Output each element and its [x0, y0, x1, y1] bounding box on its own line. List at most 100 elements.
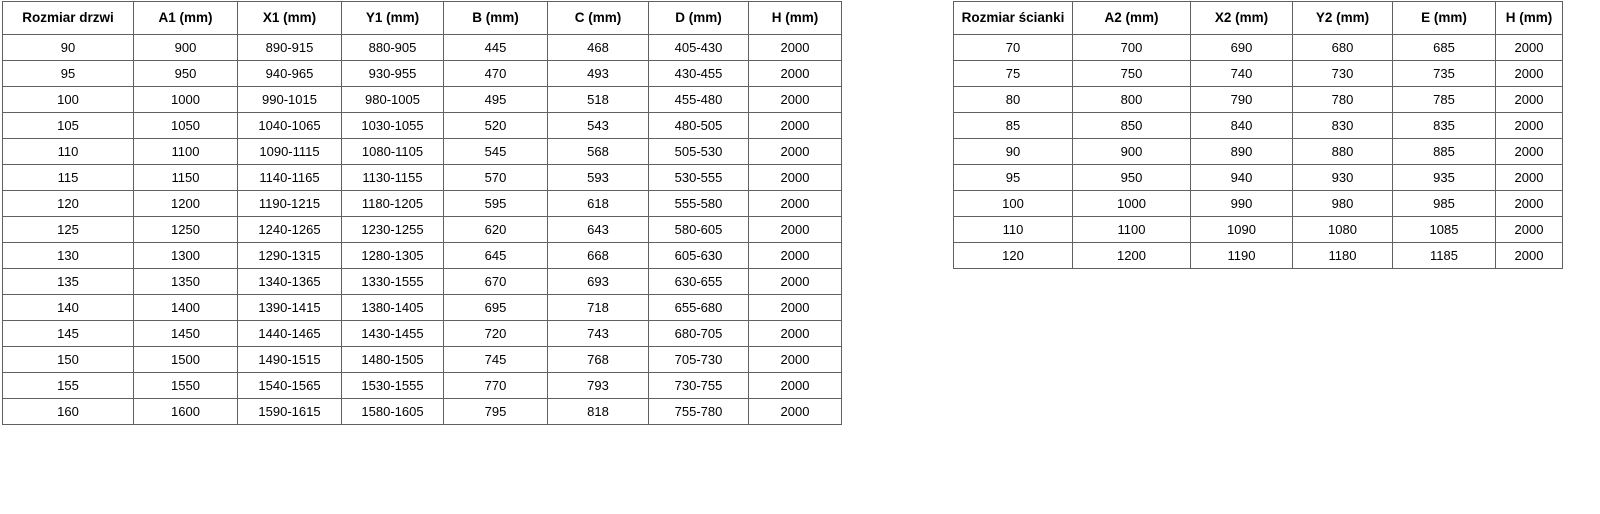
table-cell: 2000: [748, 86, 842, 113]
table-cell: 990: [1190, 190, 1293, 217]
table-cell: 1280-1305: [341, 242, 444, 269]
table-cell: 2000: [748, 320, 842, 347]
doors-dimension-table: Rozmiar drzwi A1 (mm) X1 (mm) Y1 (mm) B (mm)…: [2, 1, 842, 425]
table-cell: 1240-1265: [237, 216, 342, 243]
table-cell: 850: [1072, 112, 1191, 139]
table-cell: 150: [2, 346, 134, 373]
table-cell: 1090: [1190, 216, 1293, 243]
table-row: 110 1100 1090 1080 1085 2000: [953, 216, 1563, 243]
table-cell: 493: [547, 60, 649, 87]
table-row: 120 1200 1190-1215 1180-1205 595 618 555-580 20…: [2, 190, 842, 217]
table-cell: 818: [547, 398, 649, 425]
table-cell: 2000: [748, 216, 842, 243]
table-cell: 1040-1065: [237, 112, 342, 139]
table-row: 145 1450 1440-1465 1430-1455 720 743 680-705 20…: [2, 320, 842, 347]
column-header-wall-3: Y2 (mm): [1292, 1, 1393, 35]
table-row: 135 1350 1340-1365 1330-1555 670 693 630-655 20…: [2, 268, 842, 295]
table-cell: 1390-1415: [237, 294, 342, 321]
table-cell: 110: [2, 138, 134, 165]
column-header-doors-3: Y1 (mm): [341, 1, 444, 35]
table-cell: 1190: [1190, 242, 1293, 269]
table-cell: 2000: [748, 398, 842, 425]
table-cell: 1090-1115: [237, 138, 342, 165]
table-cell: 1080-1105: [341, 138, 444, 165]
table-row: 90 900 890-915 880-905 445 468 405-430 2000: [2, 34, 842, 61]
table-cell: 1480-1505: [341, 346, 444, 373]
table-cell: 1185: [1392, 242, 1496, 269]
table-cell: 130: [2, 242, 134, 269]
table-cell: 685: [1392, 34, 1496, 61]
table-cell: 985: [1392, 190, 1496, 217]
table-cell: 1440-1465: [237, 320, 342, 347]
table-cell: 115: [2, 164, 134, 191]
table-cell: 680-705: [648, 320, 749, 347]
table-cell: 1180: [1292, 242, 1393, 269]
table-cell: 785: [1392, 86, 1496, 113]
table-cell: 705-730: [648, 346, 749, 373]
column-header-wall-1: A2 (mm): [1072, 1, 1191, 35]
table-cell: 593: [547, 164, 649, 191]
table-cell: 530-555: [648, 164, 749, 191]
table-cell: 2000: [748, 346, 842, 373]
table-cell: 75: [953, 60, 1073, 87]
table-cell: 570: [443, 164, 548, 191]
table-cell: 670: [443, 268, 548, 295]
column-header-doors-7: H (mm): [748, 1, 842, 35]
table-cell: 690: [1190, 34, 1293, 61]
table-cell: 930: [1292, 164, 1393, 191]
table-cell: 140: [2, 294, 134, 321]
table-row: 115 1150 1140-1165 1130-1155 570 593 530-555 20…: [2, 164, 842, 191]
table-cell: 950: [133, 60, 238, 87]
table-cell: 645: [443, 242, 548, 269]
table-cell: 940-965: [237, 60, 342, 87]
column-header-doors-6: D (mm): [648, 1, 749, 35]
table-cell: 643: [547, 216, 649, 243]
table-cell: 980-1005: [341, 86, 444, 113]
wall-table-header: Rozmiar ścianki A2 (mm) X2 (mm) Y2 (mm) E (m…: [953, 1, 1563, 35]
table-cell: 520: [443, 112, 548, 139]
column-header-wall-0: Rozmiar ścianki: [953, 1, 1073, 35]
table-cell: 145: [2, 320, 134, 347]
column-header-doors-1: A1 (mm): [133, 1, 238, 35]
table-cell: 740: [1190, 60, 1293, 87]
table-cell: 680: [1292, 34, 1393, 61]
doors-table-body: 90 900 890-915 880-905 445 468 405-430 2000 95 95…: [2, 34, 842, 425]
table-cell: 835: [1392, 112, 1496, 139]
table-row: 140 1400 1390-1415 1380-1405 695 718 655-680 20…: [2, 294, 842, 321]
table-cell: 90: [953, 138, 1073, 165]
table-cell: 95: [2, 60, 134, 87]
table-cell: 693: [547, 268, 649, 295]
table-row: 110 1100 1090-1115 1080-1105 545 568 505-530 20…: [2, 138, 842, 165]
column-header-wall-2: X2 (mm): [1190, 1, 1293, 35]
table-cell: 2000: [1495, 164, 1563, 191]
table-cell: 135: [2, 268, 134, 295]
wall-table-body: 70 700 690 680 685 2000 75 750 740 730 735 2000 80 80…: [953, 34, 1563, 269]
table-cell: 655-680: [648, 294, 749, 321]
table-cell: 2000: [1495, 138, 1563, 165]
table-cell: 455-480: [648, 86, 749, 113]
table-cell: 90: [2, 34, 134, 61]
table-cell: 1130-1155: [341, 164, 444, 191]
table-cell: 155: [2, 372, 134, 399]
table-cell: 120: [2, 190, 134, 217]
table-row: 90 900 890 880 885 2000: [953, 138, 1563, 165]
table-cell: 1450: [133, 320, 238, 347]
table-cell: 1000: [1072, 190, 1191, 217]
table-cell: 2000: [1495, 112, 1563, 139]
table-cell: 750: [1072, 60, 1191, 87]
table-cell: 2000: [748, 164, 842, 191]
table-cell: 595: [443, 190, 548, 217]
table-row: 95 950 940 930 935 2000: [953, 164, 1563, 191]
table-cell: 620: [443, 216, 548, 243]
table-row: 160 1600 1590-1615 1580-1605 795 818 755-780 20…: [2, 398, 842, 425]
table-cell: 890-915: [237, 34, 342, 61]
table-cell: 495: [443, 86, 548, 113]
table-row: 150 1500 1490-1515 1480-1505 745 768 705-730 20…: [2, 346, 842, 373]
table-cell: 730-755: [648, 372, 749, 399]
table-cell: 2000: [748, 112, 842, 139]
table-cell: 1140-1165: [237, 164, 342, 191]
table-cell: 743: [547, 320, 649, 347]
table-cell: 2000: [748, 372, 842, 399]
table-row: 100 1000 990 980 985 2000: [953, 190, 1563, 217]
